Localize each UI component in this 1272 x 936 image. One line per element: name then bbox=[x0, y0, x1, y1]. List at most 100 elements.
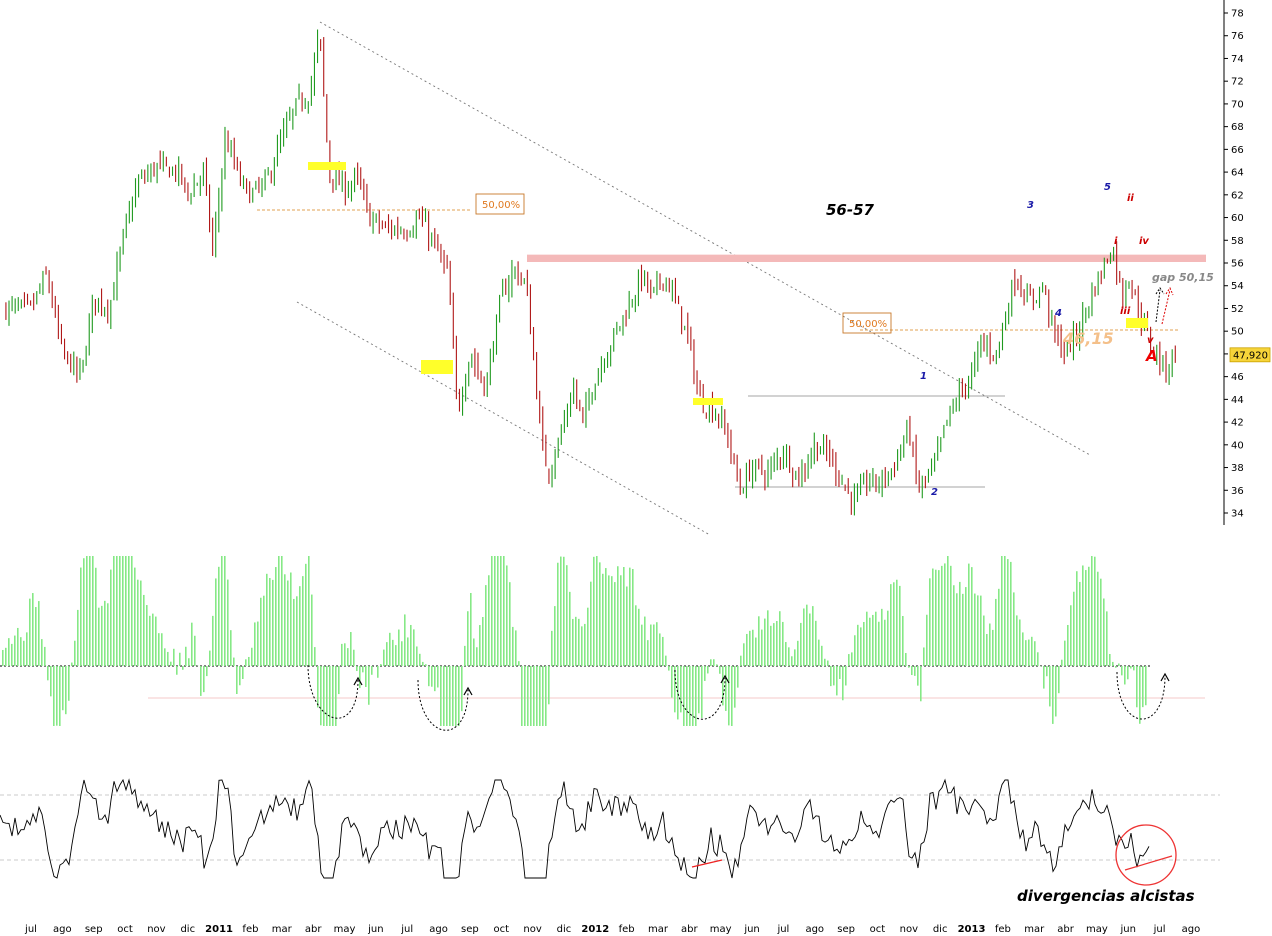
time-tick-label: oct bbox=[117, 924, 133, 935]
time-tick-label: nov bbox=[900, 924, 918, 935]
histogram-bar bbox=[494, 556, 496, 666]
histogram-bar bbox=[302, 576, 304, 666]
histogram-bar bbox=[821, 645, 823, 666]
histogram-bar bbox=[671, 666, 673, 698]
histogram-bar bbox=[1052, 666, 1054, 724]
histogram-bar bbox=[80, 567, 82, 666]
histogram-bar bbox=[644, 616, 646, 666]
histogram-bar bbox=[608, 575, 610, 666]
histogram-bar bbox=[296, 596, 298, 666]
histogram-bar bbox=[827, 660, 829, 666]
histogram-bar bbox=[152, 613, 154, 666]
histogram-bar bbox=[557, 562, 559, 666]
histogram-bar bbox=[470, 592, 472, 666]
histogram-bar bbox=[1094, 556, 1096, 666]
histogram-bar bbox=[176, 666, 178, 675]
histogram-bar bbox=[350, 632, 352, 666]
histogram-bar bbox=[728, 666, 730, 726]
time-tick-label: jul bbox=[1153, 924, 1166, 935]
histogram-bar bbox=[449, 666, 451, 726]
price-tick-label: 50 bbox=[1231, 327, 1244, 338]
histogram-bar bbox=[983, 615, 985, 666]
histogram-bar bbox=[551, 630, 553, 666]
histogram-bar bbox=[656, 622, 658, 666]
highlight-box bbox=[308, 162, 346, 170]
histogram-bar bbox=[14, 635, 16, 666]
histogram-bar bbox=[995, 598, 997, 666]
histogram-bar bbox=[1127, 666, 1129, 680]
price-tick-label: 78 bbox=[1231, 9, 1244, 20]
time-tick-label: dic bbox=[180, 924, 195, 935]
histogram-bar bbox=[434, 666, 436, 692]
histogram-bar bbox=[2, 649, 4, 666]
price-tick-label: 34 bbox=[1231, 509, 1244, 520]
histogram-bar bbox=[269, 578, 271, 666]
histogram-bar bbox=[353, 649, 355, 666]
histogram-bar bbox=[992, 629, 994, 666]
histogram-bar bbox=[89, 556, 91, 666]
time-tick-label: may bbox=[710, 924, 732, 935]
histogram-bar bbox=[110, 569, 112, 666]
support-level-label: 46,15 bbox=[1062, 329, 1114, 348]
histogram-bar bbox=[572, 618, 574, 666]
price-tick-label: 74 bbox=[1231, 54, 1244, 65]
histogram-bar bbox=[638, 608, 640, 666]
histogram-bar bbox=[878, 621, 880, 666]
histogram-bar bbox=[386, 642, 388, 666]
histogram-bar bbox=[542, 666, 544, 726]
histogram-bar bbox=[629, 567, 631, 666]
histogram-bar bbox=[695, 666, 697, 726]
price-tick-label: 70 bbox=[1231, 99, 1244, 110]
histogram-bar bbox=[104, 600, 106, 666]
histogram-bar bbox=[701, 666, 703, 718]
histogram-bar bbox=[1058, 666, 1060, 694]
time-tick-label: 2011 bbox=[205, 924, 233, 935]
time-tick-label: ago bbox=[805, 924, 824, 935]
histogram-bar bbox=[200, 666, 202, 696]
histogram-bar bbox=[170, 661, 172, 666]
divergence-circle bbox=[1115, 824, 1177, 886]
histogram-bar bbox=[749, 630, 751, 666]
histogram-bar bbox=[725, 666, 727, 711]
histogram-bar bbox=[1067, 624, 1069, 666]
histogram-bar bbox=[518, 661, 520, 666]
histogram-bar bbox=[287, 580, 289, 666]
histogram-bar bbox=[515, 630, 517, 666]
histogram-bar bbox=[1103, 598, 1105, 666]
histogram-bar bbox=[653, 624, 655, 666]
histogram-bar bbox=[1121, 666, 1123, 676]
time-tick-label: abr bbox=[681, 924, 698, 935]
histogram-bar bbox=[1091, 556, 1093, 666]
price-tick-label: 38 bbox=[1231, 463, 1244, 474]
histogram-bar bbox=[767, 610, 769, 666]
histogram-bar bbox=[452, 666, 454, 726]
price-tick-label: 72 bbox=[1231, 77, 1244, 88]
histogram-bar bbox=[398, 629, 400, 666]
time-tick-label: may bbox=[334, 924, 356, 935]
highlight-box bbox=[693, 398, 723, 405]
histogram-bar bbox=[1064, 640, 1066, 666]
histogram-bar bbox=[812, 606, 814, 666]
time-tick-label: jun bbox=[1120, 924, 1136, 935]
histogram-bar bbox=[284, 574, 286, 666]
histogram-bar bbox=[986, 634, 988, 666]
histogram-bar bbox=[62, 666, 64, 711]
time-tick-label: sep bbox=[85, 924, 103, 935]
histogram-bar bbox=[809, 613, 811, 666]
histogram-bar bbox=[149, 615, 151, 666]
wave-label-red: iii bbox=[1120, 306, 1131, 317]
fib-label-box bbox=[842, 312, 892, 334]
histogram-bar bbox=[869, 617, 871, 666]
line-oscillator: divergencias alcistas bbox=[0, 778, 1220, 905]
histogram-bar bbox=[140, 580, 142, 666]
histogram-bar bbox=[815, 620, 817, 666]
wave-label-blue: 2 bbox=[931, 487, 938, 498]
divergence-line bbox=[691, 859, 723, 868]
histogram-bar bbox=[1019, 619, 1021, 666]
histogram-bar bbox=[341, 643, 343, 666]
histogram-bar bbox=[842, 666, 844, 701]
histogram-bar bbox=[776, 621, 778, 666]
histogram-bar bbox=[221, 556, 223, 666]
histogram-bar bbox=[830, 666, 832, 687]
histogram-bar bbox=[188, 658, 190, 666]
